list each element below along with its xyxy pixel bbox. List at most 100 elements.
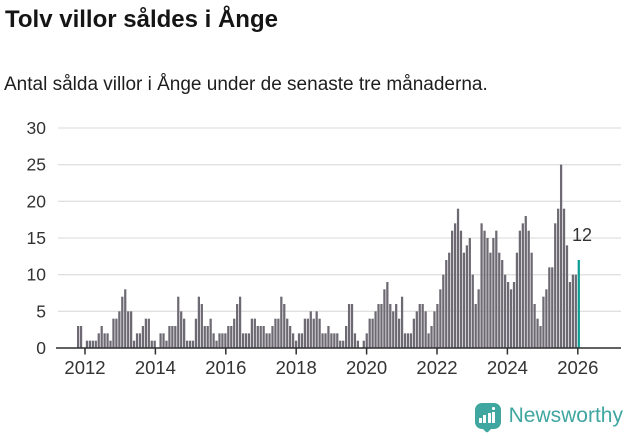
bar bbox=[521, 223, 524, 348]
bar bbox=[339, 340, 342, 348]
bar bbox=[132, 340, 136, 348]
bar-chart: 0 5 10 15 20 25 30 2012 2014 2016 2018 2020 2022 2024… bbox=[27, 118, 621, 378]
bar bbox=[253, 318, 256, 348]
bar bbox=[412, 318, 415, 348]
bar bbox=[200, 304, 203, 348]
bar bbox=[371, 318, 374, 348]
bar bbox=[356, 340, 360, 348]
bar bbox=[439, 289, 442, 348]
svg-text:0: 0 bbox=[36, 338, 46, 358]
bar bbox=[321, 333, 324, 348]
bar bbox=[421, 304, 424, 348]
bar bbox=[453, 223, 457, 348]
bar bbox=[224, 333, 227, 348]
bar bbox=[115, 318, 118, 348]
bar bbox=[527, 230, 530, 348]
bar bbox=[539, 326, 542, 348]
bar bbox=[138, 333, 142, 348]
bar bbox=[462, 252, 466, 348]
bar bbox=[194, 318, 198, 348]
bar bbox=[345, 326, 348, 348]
bar bbox=[106, 333, 109, 348]
bar bbox=[277, 318, 280, 348]
bar bbox=[85, 340, 89, 348]
bar bbox=[353, 333, 357, 348]
svg-text:25: 25 bbox=[27, 155, 46, 175]
bar bbox=[112, 318, 115, 348]
x-axis-label: 2012 bbox=[64, 357, 105, 378]
bar bbox=[468, 238, 471, 348]
bar bbox=[247, 333, 251, 348]
bar bbox=[389, 304, 392, 348]
svg-text:20: 20 bbox=[27, 191, 47, 211]
bar bbox=[403, 333, 407, 348]
bar bbox=[512, 282, 516, 348]
bar bbox=[265, 333, 268, 348]
bar bbox=[289, 326, 292, 348]
bar bbox=[465, 245, 468, 348]
bar bbox=[350, 304, 354, 348]
bar bbox=[324, 333, 327, 348]
bar bbox=[256, 326, 259, 348]
bar bbox=[212, 333, 215, 348]
bar bbox=[183, 318, 186, 348]
bar bbox=[509, 289, 513, 348]
newsworthy-logo-text: Newsworthy bbox=[508, 404, 623, 427]
bar bbox=[177, 296, 180, 348]
svg-text:10: 10 bbox=[27, 265, 47, 285]
bar bbox=[312, 318, 315, 348]
svg-text:15: 15 bbox=[27, 228, 46, 248]
bar bbox=[274, 318, 277, 348]
bar bbox=[150, 340, 153, 348]
newsworthy-logo[interactable]: Newsworthy bbox=[474, 400, 623, 434]
bar bbox=[498, 252, 501, 348]
bar bbox=[91, 340, 94, 348]
bar bbox=[121, 296, 124, 348]
bar bbox=[533, 304, 536, 348]
x-axis-label: 2014 bbox=[135, 357, 176, 378]
bar bbox=[495, 230, 498, 348]
bar bbox=[238, 296, 242, 348]
bar bbox=[406, 333, 410, 348]
bar bbox=[333, 333, 336, 348]
x-axis-label: 2018 bbox=[276, 357, 317, 378]
bar bbox=[415, 311, 418, 348]
bar bbox=[168, 326, 171, 348]
bar bbox=[427, 333, 430, 348]
x-axis-label: 2022 bbox=[416, 357, 457, 378]
svg-text:5: 5 bbox=[36, 301, 46, 321]
bar bbox=[230, 326, 233, 348]
bar bbox=[103, 333, 106, 348]
bar bbox=[386, 282, 389, 348]
gridlines bbox=[58, 127, 621, 312]
bar bbox=[206, 326, 209, 348]
bar bbox=[398, 318, 401, 348]
y-axis-labels: 0 5 10 15 20 25 30 bbox=[27, 118, 47, 358]
bar bbox=[424, 311, 427, 348]
bar bbox=[530, 252, 533, 348]
bar bbox=[241, 333, 245, 348]
bar bbox=[554, 223, 557, 348]
bar bbox=[88, 340, 92, 348]
bar bbox=[297, 333, 301, 348]
bar bbox=[162, 333, 165, 348]
bar bbox=[436, 304, 439, 348]
bar bbox=[300, 333, 304, 348]
bar bbox=[174, 326, 177, 348]
bar bbox=[506, 282, 510, 348]
bar bbox=[127, 311, 130, 348]
bar bbox=[233, 318, 236, 348]
bar bbox=[309, 311, 312, 348]
x-axis: 2012 2014 2016 2018 2020 2022 2024 2026 bbox=[56, 347, 621, 378]
bar bbox=[185, 340, 189, 348]
chart-subtitle: Antal sålda villor i Ånge under de senas… bbox=[4, 74, 488, 95]
bar bbox=[330, 333, 333, 348]
bar bbox=[501, 260, 504, 348]
bar bbox=[474, 304, 477, 348]
x-axis-label: 2020 bbox=[346, 357, 387, 378]
bar bbox=[442, 274, 445, 348]
bar bbox=[291, 333, 295, 348]
bar bbox=[94, 340, 97, 348]
bar bbox=[518, 230, 521, 348]
